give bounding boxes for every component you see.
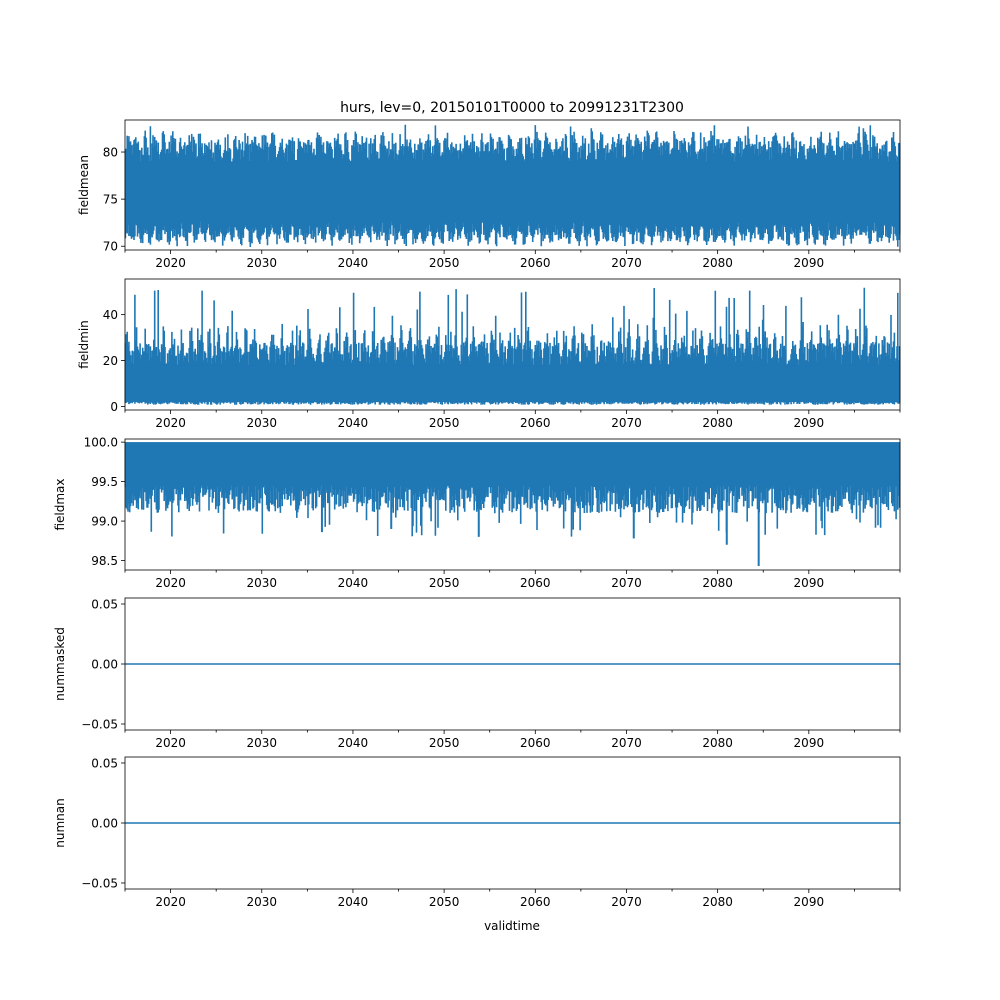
x-tick-label: 2090: [794, 736, 825, 750]
y-tick-label: 0.00: [91, 817, 118, 831]
x-tick-label: 2040: [338, 895, 369, 909]
series-core: [125, 365, 900, 402]
x-tick-label: 2050: [429, 576, 460, 590]
x-tick-label: 2090: [794, 256, 825, 270]
x-tick-label: 2040: [338, 256, 369, 270]
x-tick-label: 2040: [338, 736, 369, 750]
x-tick-label: 2020: [155, 256, 186, 270]
x-tick-label: 2060: [520, 256, 551, 270]
y-tick-label: 0: [110, 400, 118, 414]
y-tick-label: 20: [103, 354, 118, 368]
x-tick-label: 2030: [246, 416, 277, 430]
x-tick-label: 2070: [611, 256, 642, 270]
x-tick-label: 2040: [338, 416, 369, 430]
axes-frame: [124, 438, 901, 571]
y-tick-label: 0.00: [91, 658, 118, 672]
x-tick-label: 2080: [702, 895, 733, 909]
x-tick-label: 2040: [338, 576, 369, 590]
y-axis-label: nummasked: [53, 627, 67, 701]
x-tick-label: 2020: [155, 736, 186, 750]
x-tick-label: 2090: [794, 576, 825, 590]
y-axis-label: numnan: [53, 798, 67, 847]
x-tick-label: 2050: [429, 416, 460, 430]
axes-frame: [124, 278, 901, 411]
x-tick-label: 2080: [702, 256, 733, 270]
panel-fieldmean: 70 75 80 2020 2030 2040 2050 2060 2070 2080 2090 fi…: [77, 119, 901, 270]
x-tick-label: 2060: [520, 576, 551, 590]
x-axis-label: validtime: [484, 919, 540, 933]
y-tick-label: 75: [103, 193, 118, 207]
x-tick-label: 2020: [155, 416, 186, 430]
x-tick-label: 2060: [520, 895, 551, 909]
y-tick-label: 70: [103, 240, 118, 254]
y-tick-label: 0.05: [91, 757, 118, 771]
y-tick-label: 99.5: [91, 475, 118, 489]
series-core: [125, 442, 900, 474]
y-axis-label: fieldmin: [77, 320, 91, 369]
x-tick-label: 2030: [246, 576, 277, 590]
x-tick-label: 2030: [246, 256, 277, 270]
x-tick-label: 2050: [429, 736, 460, 750]
x-tick-label: 2060: [520, 416, 551, 430]
y-axis-label: fieldmax: [53, 478, 67, 530]
y-tick-label: −0.05: [81, 718, 118, 732]
panel-nummasked: −0.05 0.00 0.05 2020 2030 2040 2050 2060 2070 208…: [53, 598, 901, 750]
x-tick-label: 2070: [611, 576, 642, 590]
x-tick-label: 2090: [794, 416, 825, 430]
y-tick-label: 80: [103, 146, 118, 160]
series-core: [125, 161, 900, 214]
x-tick-label: 2080: [702, 736, 733, 750]
x-tick-label: 2020: [155, 895, 186, 909]
x-tick-label: 2080: [702, 576, 733, 590]
x-tick-label: 2050: [429, 895, 460, 909]
x-tick-label: 2030: [246, 736, 277, 750]
figure-title: hurs, lev=0, 20150101T0000 to 20991231T2…: [340, 100, 684, 116]
y-tick-label: 100.0: [84, 436, 118, 450]
x-tick-label: 2060: [520, 736, 551, 750]
x-tick-label: 2020: [155, 576, 186, 590]
x-tick-label: 2080: [702, 416, 733, 430]
y-tick-label: 0.05: [91, 598, 118, 612]
y-tick-label: 99.0: [91, 515, 118, 529]
y-tick-label: 40: [103, 308, 118, 322]
y-axis-label: fieldmean: [77, 155, 91, 215]
y-tick-label: −0.05: [81, 877, 118, 891]
panel-numnan: −0.05 0.00 0.05 2020 2030 2040 2050 2060 2070 208…: [53, 757, 901, 909]
y-tick-label: 98.5: [91, 554, 118, 568]
x-tick-label: 2070: [611, 895, 642, 909]
panel-fieldmax: 98.5 99.0 99.5 100.0 2020 2030 2040 2050 2060 207…: [53, 436, 901, 590]
x-tick-label: 2070: [611, 416, 642, 430]
axes-frame: [124, 119, 901, 251]
x-tick-label: 2070: [611, 736, 642, 750]
x-tick-label: 2030: [246, 895, 277, 909]
x-tick-label: 2050: [429, 256, 460, 270]
x-tick-label: 2090: [794, 895, 825, 909]
